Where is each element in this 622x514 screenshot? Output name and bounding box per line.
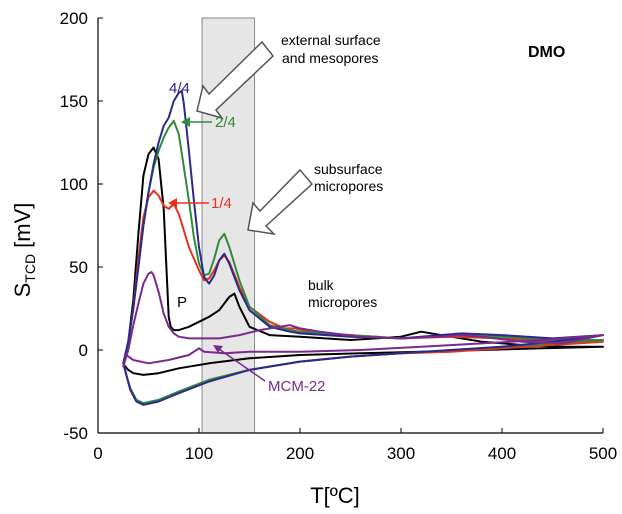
y-tick-label: 0 [79,341,88,360]
label-arrowhead-1-4 [168,198,177,208]
series-label-4-4: 4/4 [169,80,190,97]
annotation-arrows [168,40,314,382]
annotation-bulk-line1: bulk [308,277,335,293]
x-tick-label: 500 [589,444,617,463]
y-tick-label: 150 [60,92,88,111]
series-line-mcm-22 [122,271,604,368]
series-label-1-4: 1/4 [211,195,232,212]
y-tick-label: 100 [60,175,88,194]
external-surface-arrow-icon [196,40,275,120]
annotation-subsurface-line2: micropores [314,178,383,194]
label-arrowhead-2-4 [181,117,190,127]
y-tick-label: -50 [63,424,88,443]
series-line-p [122,146,604,376]
series-label-mcm22: MCM-22 [268,378,326,395]
label-arrowhead-mcm22 [213,345,223,353]
y-tick-label: 50 [69,258,88,277]
x-tick-label: 0 [93,444,102,463]
y-axis-title-unit: [mV] [10,203,35,254]
x-axis-title: T[ºC] [310,483,360,508]
y-axis-title-sub: TCD [22,254,38,283]
axes [97,18,603,434]
y-axis-title: STCD [mV] [10,203,38,298]
annotation-bulk-line2: micropores [308,294,377,310]
subsurface-arrow-icon [247,168,314,236]
series-label-2-4: 2/4 [215,114,236,131]
annotation-external-line2: and mesopores [282,50,379,66]
x-tick-label: 200 [286,444,314,463]
annotation-subsurface-line1: subsurface [314,161,383,177]
chart-title: DMO [528,44,565,61]
annotation-external-line1: external surface [281,32,381,48]
x-tick-label: 400 [488,444,516,463]
series-label-p: P [177,294,187,311]
x-tick-label: 300 [387,444,415,463]
label-arrow-mcm22 [215,346,266,382]
y-axis-title-main: S [10,283,35,298]
x-tick-label: 100 [185,444,213,463]
y-tick-label: 200 [60,9,88,28]
